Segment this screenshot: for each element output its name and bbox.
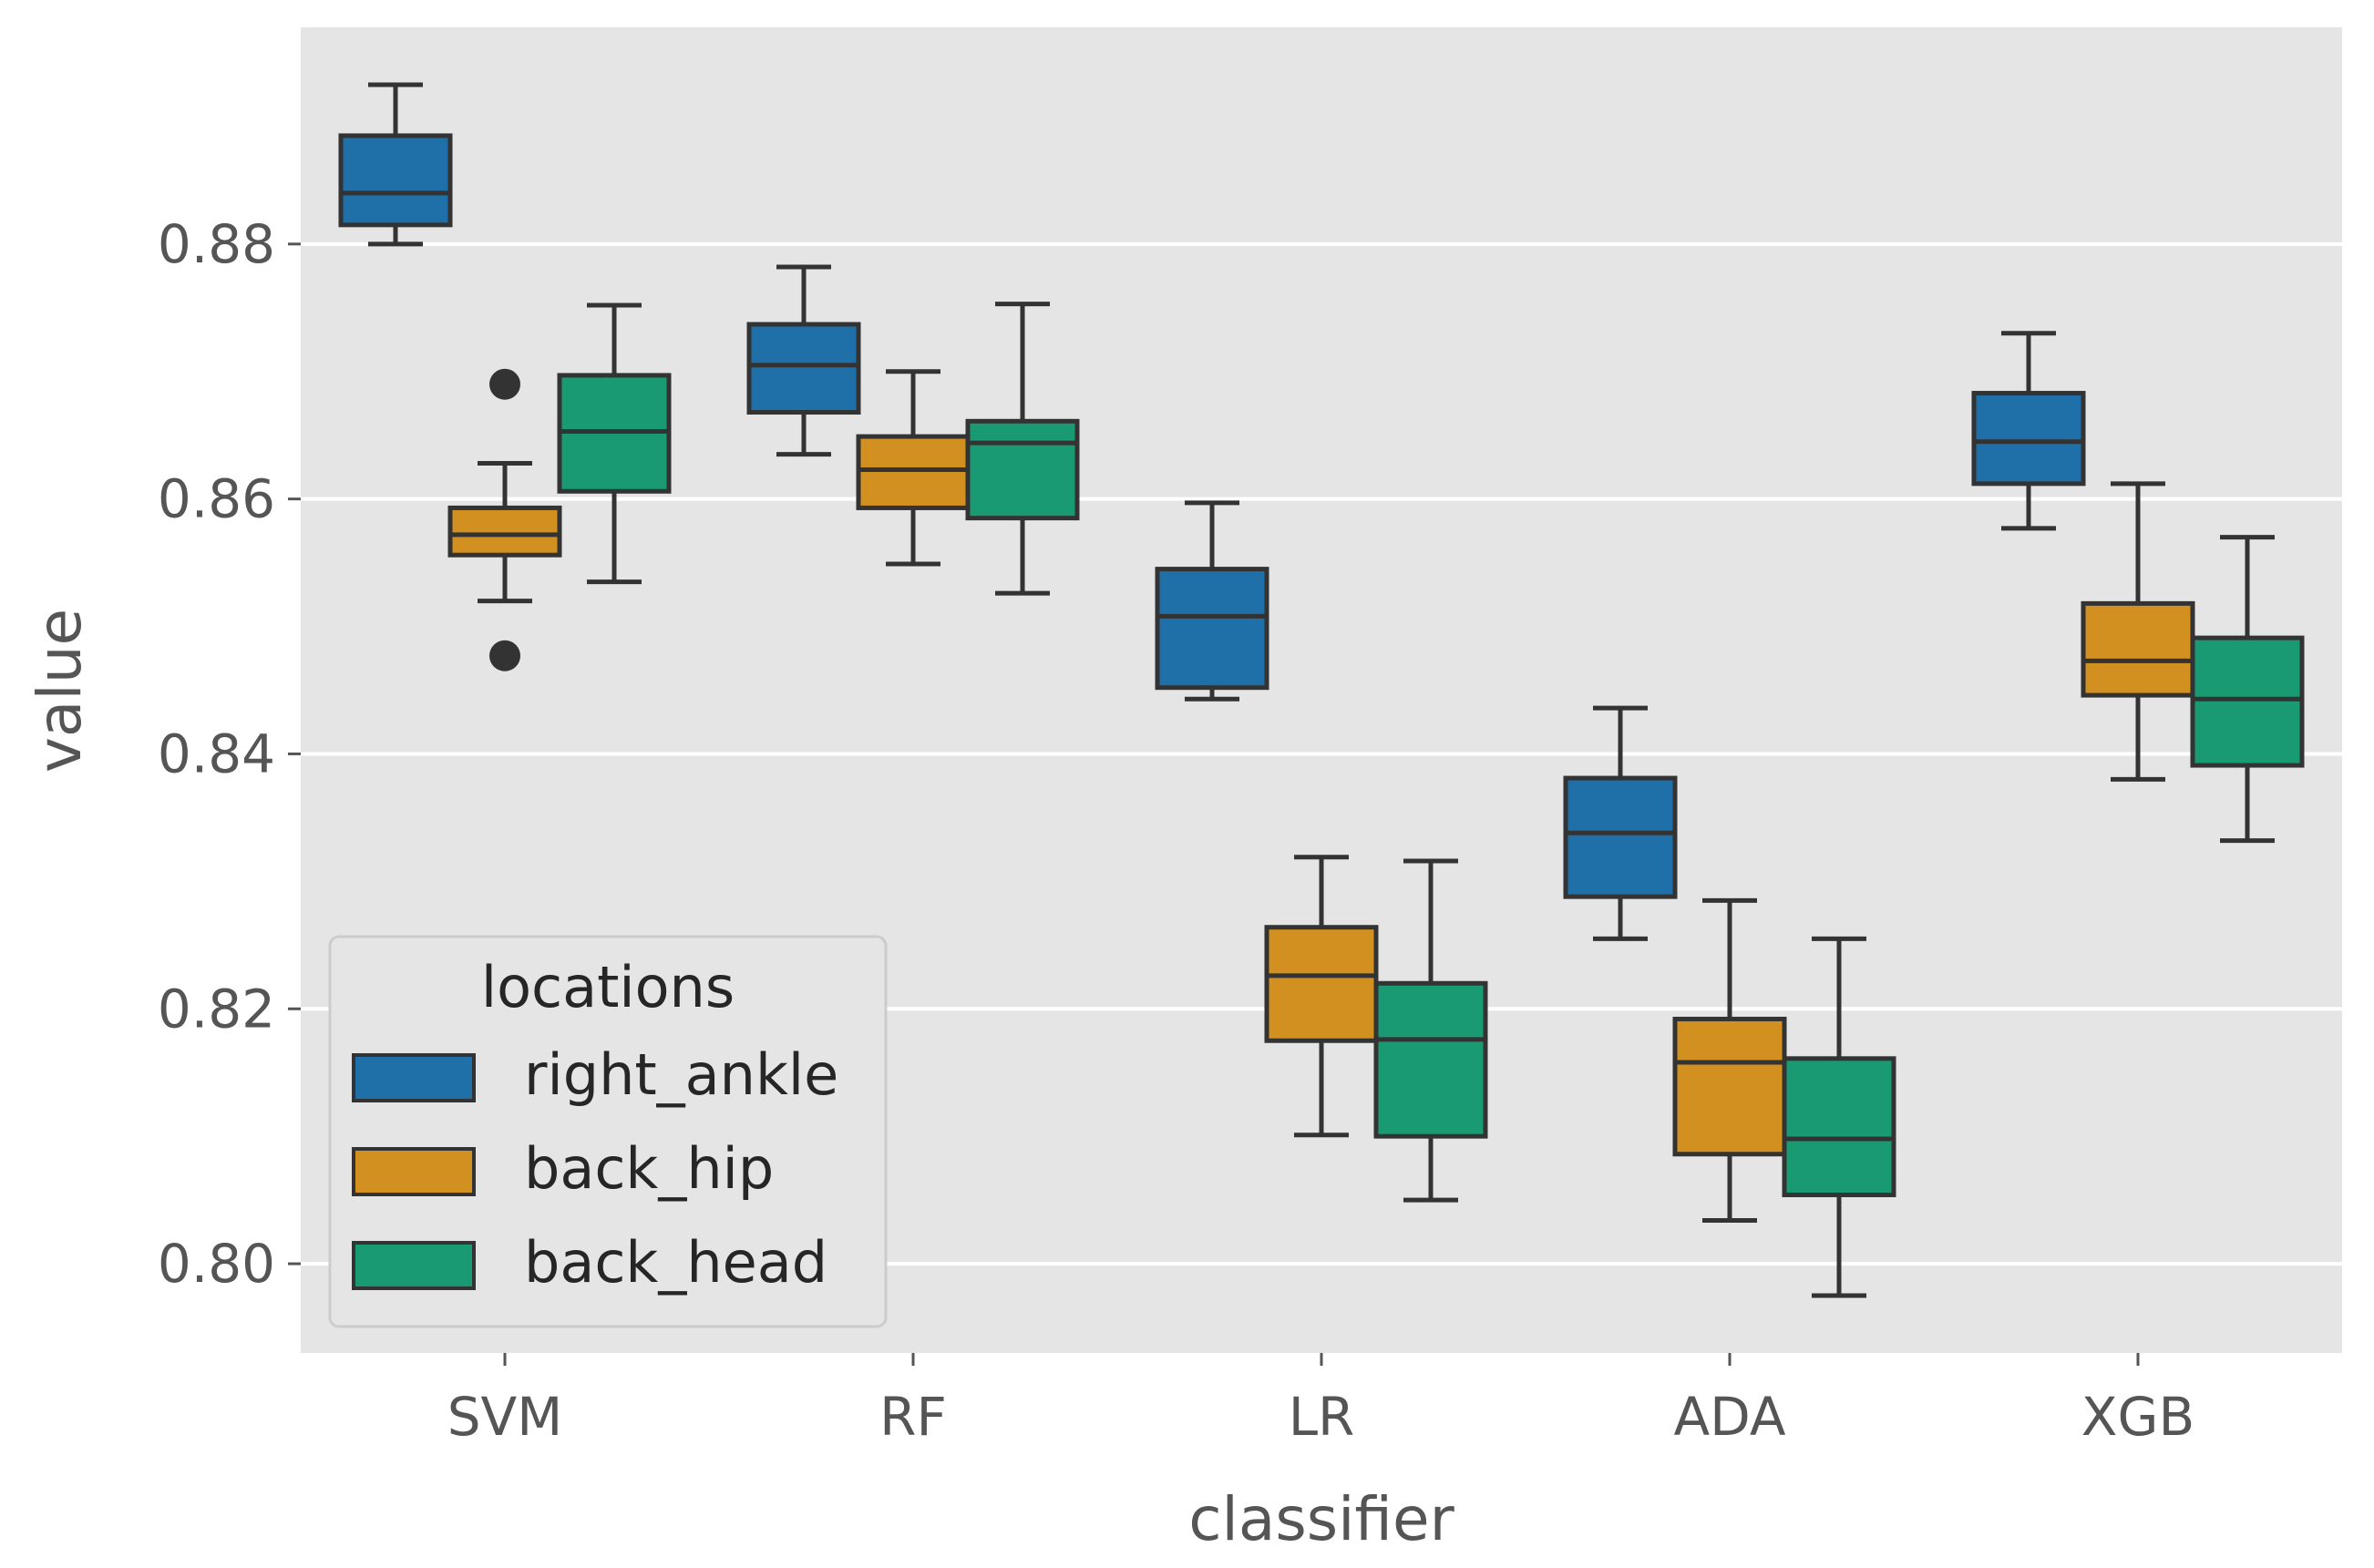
box-right_ankle-LR xyxy=(1155,500,1269,702)
legend-label-right_ankle: right_ankle xyxy=(524,1041,838,1108)
box-back_hip-XGB xyxy=(2081,481,2195,782)
legend-swatch-back_hip xyxy=(352,1147,476,1196)
box-right_ankle-ADA xyxy=(1563,705,1678,941)
box-right_ankle-RF xyxy=(746,264,861,457)
legend-title: locations xyxy=(481,954,735,1020)
box-back_head-ADA xyxy=(1782,936,1896,1298)
box-back_hip-SVM xyxy=(447,368,562,671)
box-iqr xyxy=(1971,391,2086,487)
y-axis-ticks: 0.80 0.82 0.84 0.86 0.88 xyxy=(158,213,301,1295)
y-tick-label: 0.84 xyxy=(158,723,275,784)
box-right_ankle-XGB xyxy=(1971,331,2086,531)
box-back_hip-LR xyxy=(1264,855,1379,1138)
legend-swatch-right_ankle xyxy=(352,1053,476,1102)
box-back_head-SVM xyxy=(557,302,672,585)
box-iqr xyxy=(2190,635,2305,768)
box-iqr xyxy=(338,133,453,228)
outlier-point xyxy=(489,368,520,400)
legend-swatch-back_head xyxy=(352,1241,476,1290)
box-back_hip-RF xyxy=(856,369,971,567)
legend-frame xyxy=(328,935,888,1328)
box-iqr xyxy=(856,434,971,510)
x-axis-label: classifier xyxy=(1188,1484,1454,1554)
x-tick-label: SVM xyxy=(447,1386,563,1448)
box-right_ankle-SVM xyxy=(338,82,453,247)
box-back_head-RF xyxy=(965,302,1080,596)
box-back_hip-ADA xyxy=(1672,897,1787,1223)
box-iqr xyxy=(965,418,1080,521)
box-groups xyxy=(338,82,2305,1298)
box-back_head-XGB xyxy=(2190,535,2305,844)
box-iqr xyxy=(746,322,861,415)
legend-label-back_head: back_head xyxy=(524,1229,827,1296)
y-tick-label: 0.88 xyxy=(158,213,275,275)
legend: locations right_ankle back_hip back_head xyxy=(328,935,888,1328)
x-axis-ticks: SVM RF LR ADA XGB xyxy=(447,1353,2194,1448)
box-iqr xyxy=(1264,925,1379,1043)
outlier-point xyxy=(489,640,520,671)
x-tick-label: ADA xyxy=(1674,1386,1786,1448)
y-tick-label: 0.82 xyxy=(158,978,275,1040)
x-tick-label: XGB xyxy=(2081,1386,2194,1448)
box-iqr xyxy=(2081,600,2195,698)
box-iqr xyxy=(1155,567,1269,691)
y-axis-label: value xyxy=(25,609,95,773)
x-tick-label: RF xyxy=(879,1386,947,1448)
box-iqr xyxy=(1782,1056,1896,1198)
x-tick-label: LR xyxy=(1289,1386,1355,1448)
y-tick-label: 0.80 xyxy=(158,1233,275,1295)
box-iqr xyxy=(1373,980,1488,1139)
legend-label-back_hip: back_hip xyxy=(524,1135,774,1202)
y-tick-label: 0.86 xyxy=(158,468,275,530)
box-iqr xyxy=(1563,775,1678,899)
box-back_head-LR xyxy=(1373,858,1488,1203)
box-iqr xyxy=(447,505,562,558)
legend-items: right_ankle back_hip back_head xyxy=(352,1041,838,1296)
box-iqr xyxy=(1672,1016,1787,1157)
